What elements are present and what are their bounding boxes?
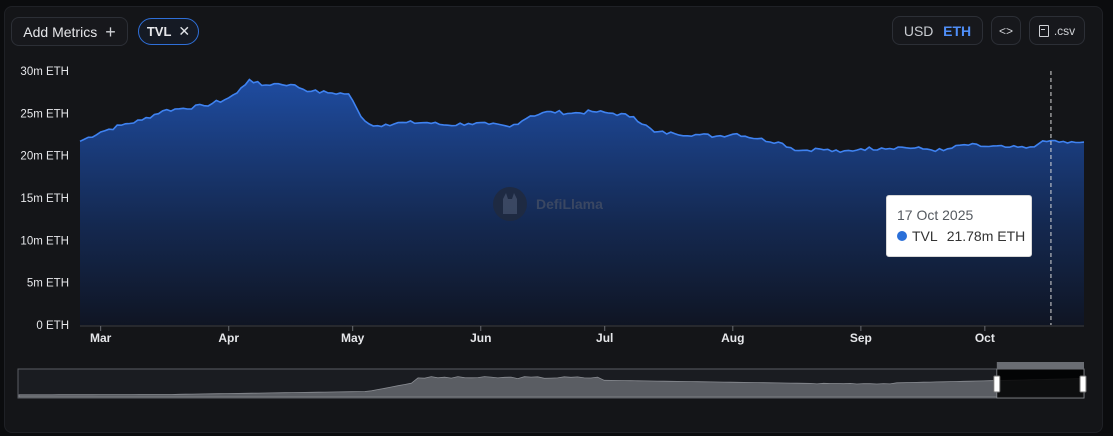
download-csv-button[interactable]: .csv — [1029, 16, 1085, 45]
tooltip-series-name: TVL — [912, 228, 938, 244]
chart-tooltip: 17 Oct 2025 TVL 21.78m ETH — [886, 195, 1032, 257]
y-tick-label: 20m ETH — [20, 151, 69, 163]
navigator-top-bar[interactable] — [996, 362, 1084, 369]
currency-usd-option[interactable]: USD — [903, 22, 934, 39]
tooltip-series-dot — [897, 231, 907, 241]
tvl-area-fill — [80, 79, 1084, 325]
x-tick-label: Oct — [975, 331, 995, 345]
currency-toggle[interactable]: USD ETH — [892, 16, 983, 45]
y-axis: 0 ETH 5m ETH 10m ETH 15m ETH 20m ETH 25m ETH 3… — [20, 66, 69, 332]
x-tick-label: Aug — [721, 331, 744, 345]
embed-button[interactable]: <> — [991, 16, 1021, 45]
watermark-text: DefiLlama — [536, 196, 603, 212]
llama-logo-icon — [493, 187, 527, 221]
x-tick-label: Jun — [470, 331, 491, 345]
y-tick-label: 25m ETH — [20, 108, 69, 120]
add-metrics-label: Add Metrics — [23, 23, 98, 40]
tooltip-date: 17 Oct 2025 — [897, 207, 974, 223]
code-icon: <> — [998, 23, 1013, 38]
tooltip-value: 21.78m ETH — [946, 228, 1026, 244]
y-tick-label: 15m ETH — [20, 193, 69, 205]
navigator-right-handle[interactable] — [1079, 375, 1087, 393]
file-icon — [1038, 24, 1049, 37]
x-tick-label: Mar — [90, 331, 112, 345]
y-tick-label: 5m ETH — [27, 278, 69, 290]
y-tick-label: 30m ETH — [20, 66, 69, 78]
watermark: DefiLlama — [493, 187, 603, 221]
x-axis: Mar Apr May Jun Jul Aug Sep Oct — [80, 325, 1084, 345]
navigator-area — [18, 376, 1084, 398]
tvl-metric-chip[interactable]: TVL ✕ — [138, 18, 199, 45]
x-tick-label: Jul — [596, 331, 613, 345]
y-tick-label: 0 ETH — [36, 320, 69, 332]
range-navigator[interactable] — [17, 362, 1087, 399]
y-tick-label: 10m ETH — [20, 235, 69, 247]
navigator-left-handle[interactable] — [993, 375, 1001, 393]
x-tick-label: Sep — [850, 331, 872, 345]
tvl-series-line — [79, 78, 1085, 154]
plus-icon: + — [105, 21, 116, 42]
chip-label: TVL — [146, 24, 172, 39]
navigator-selected-window[interactable] — [996, 368, 1085, 399]
close-icon[interactable]: ✕ — [178, 23, 191, 39]
add-metrics-button[interactable]: Add Metrics + — [11, 17, 128, 46]
x-tick-label: May — [341, 331, 365, 345]
x-tick-label: Apr — [218, 331, 239, 345]
currency-eth-option[interactable]: ETH — [943, 22, 972, 39]
csv-label: .csv — [1053, 23, 1076, 38]
